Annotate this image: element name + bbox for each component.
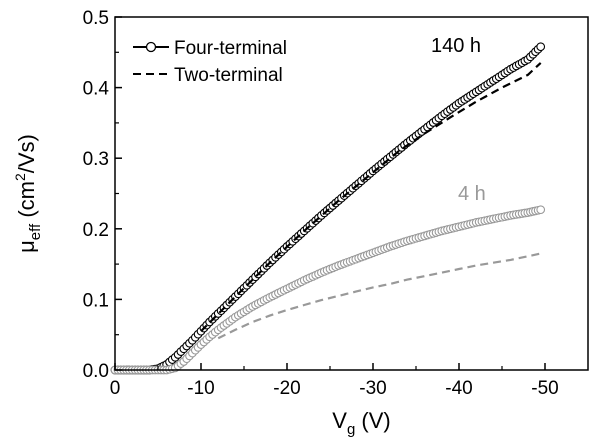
- x-axis-label: Vg (V): [332, 408, 390, 438]
- y-tick-label: 0.3: [83, 149, 109, 170]
- x-tick-label: -40: [445, 378, 472, 399]
- y-tick-label: 0.2: [83, 220, 109, 241]
- x-label-sub: g: [347, 421, 355, 438]
- series-line-two-terminal-140-h: [200, 62, 542, 332]
- y-tick-label: 0.4: [83, 79, 110, 100]
- ticks-layer: 0 -10 -20 -30 -40 -50 0.0 0.1 0.2 0.3 0.4 0.5: [83, 8, 559, 399]
- x-label-main: V: [332, 408, 347, 433]
- y-tick-label: 0.5: [83, 8, 109, 29]
- annotation-140h: 140 h: [431, 35, 481, 57]
- y-label-unit-pre: (cm: [14, 181, 39, 224]
- x-label-unit: (V): [355, 408, 390, 433]
- y-label-sub: eff: [27, 223, 44, 240]
- legend-label-four-terminal: Four-terminal: [174, 38, 287, 59]
- legend-entry-four-terminal: Four-terminal: [133, 38, 287, 59]
- legend: Four-terminal Two-terminal: [133, 38, 287, 86]
- data-point-four-terminal-4-h: [536, 205, 546, 215]
- y-label-sup: 2: [12, 173, 28, 181]
- x-tick-label: -50: [531, 378, 558, 399]
- x-tick-label: -10: [187, 378, 214, 399]
- series-line-four-terminal-4-h: [115, 209, 541, 371]
- legend-label-two-terminal: Two-terminal: [174, 65, 283, 86]
- legend-entry-two-terminal: Two-terminal: [133, 65, 283, 86]
- legend-marker-four-terminal: [145, 41, 157, 53]
- x-tick-label: 0: [110, 378, 121, 399]
- series-line-two-terminal-4-h: [217, 252, 541, 340]
- data-point-four-terminal-140-h: [536, 42, 546, 52]
- y-axis-label: μeff (cm2/Vs): [12, 134, 44, 253]
- x-tick-label: -20: [273, 378, 300, 399]
- x-tick-label: -30: [359, 378, 386, 399]
- y-tick-label: 0.1: [83, 290, 109, 311]
- y-tick-label: 0.0: [83, 361, 109, 382]
- y-label-unit-post: /Vs): [14, 134, 39, 173]
- annotation-4h: 4 h: [458, 183, 486, 205]
- series-layer: [110, 42, 546, 375]
- y-label-main: μ: [14, 240, 39, 253]
